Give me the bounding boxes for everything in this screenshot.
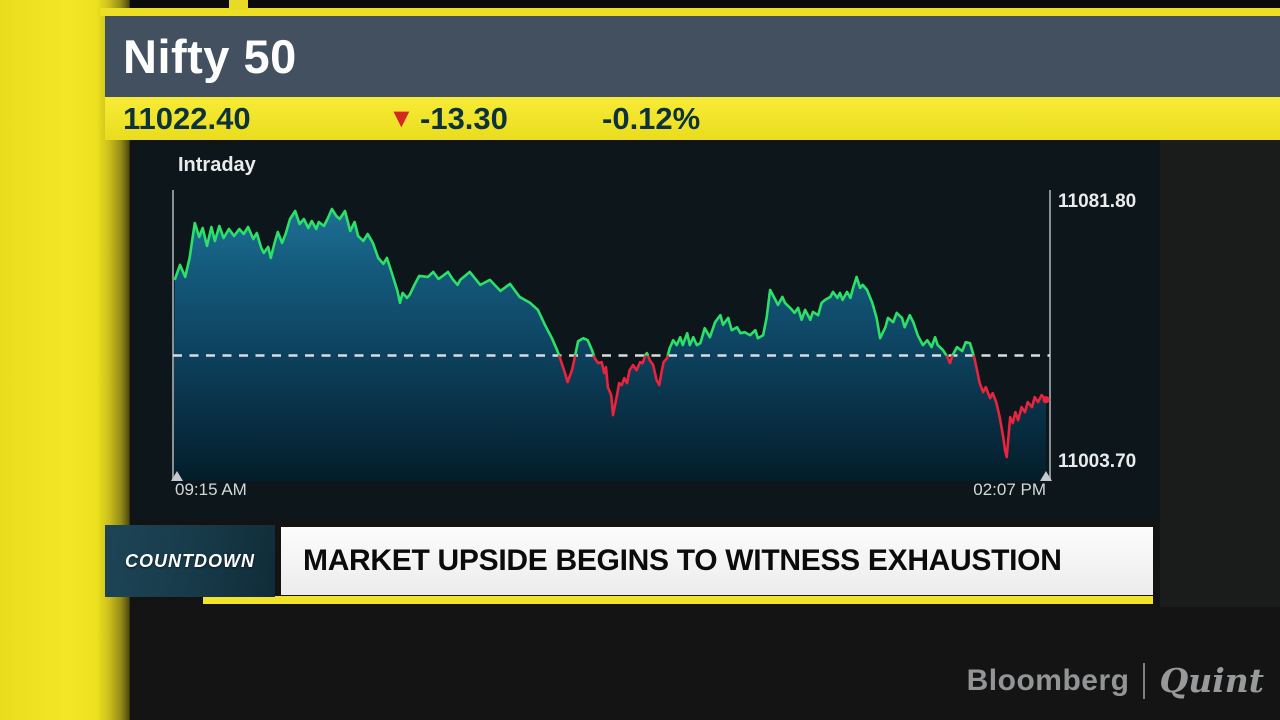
countdown-label: COUNTDOWN (125, 550, 255, 571)
chart-panel: Intraday 11081.80 11003.70 09:15 AM 02:0… (133, 143, 1160, 520)
session-start-marker-icon (171, 471, 183, 481)
countdown-badge: COUNTDOWN (105, 525, 275, 597)
instrument-header: Nifty 50 (105, 16, 1280, 97)
price-change-percent: -0.12% (602, 101, 701, 136)
bloomberg-logo: Bloomberg (966, 663, 1130, 697)
studio-top-band (100, 0, 1280, 8)
price-change: -13.30 (420, 101, 508, 136)
logo-separator (1143, 662, 1146, 699)
down-arrow-icon: ▼ (388, 103, 415, 133)
y-min-label: 11003.70 (1058, 451, 1137, 472)
headline-bar: MARKET UPSIDE BEGINS TO WITNESS EXHAUSTI… (281, 527, 1153, 595)
studio-bottom-band (130, 607, 1280, 720)
lower-third-underline (203, 596, 1153, 604)
channel-logo: Bloomberg Quint (967, 661, 1264, 700)
price-area-fill (173, 209, 1046, 481)
instrument-title: Nifty 50 (123, 30, 297, 83)
top-accent-strip (100, 8, 1280, 16)
last-price-dot (1042, 396, 1050, 404)
last-price: 11022.40 (123, 101, 251, 136)
price-line-below-close (557, 355, 1047, 459)
quint-logo: Quint (1159, 661, 1264, 700)
top-accent-tab (229, 0, 248, 10)
chart-mode-label: Intraday (178, 154, 256, 176)
intraday-chart (171, 190, 1052, 481)
y-max-label: 11081.80 (1058, 191, 1137, 212)
headline-text: MARKET UPSIDE BEGINS TO WITNESS EXHAUSTI… (303, 544, 1062, 577)
studio-right-band (1160, 97, 1280, 607)
price-line-above-close (173, 207, 975, 356)
quote-ticker-bar: 11022.40 ▼ -13.30 -0.12% (105, 97, 1280, 140)
x-end-label: 02:07 PM (973, 480, 1046, 499)
x-start-label: 09:15 AM (175, 480, 247, 499)
session-end-marker-icon (1040, 471, 1052, 481)
